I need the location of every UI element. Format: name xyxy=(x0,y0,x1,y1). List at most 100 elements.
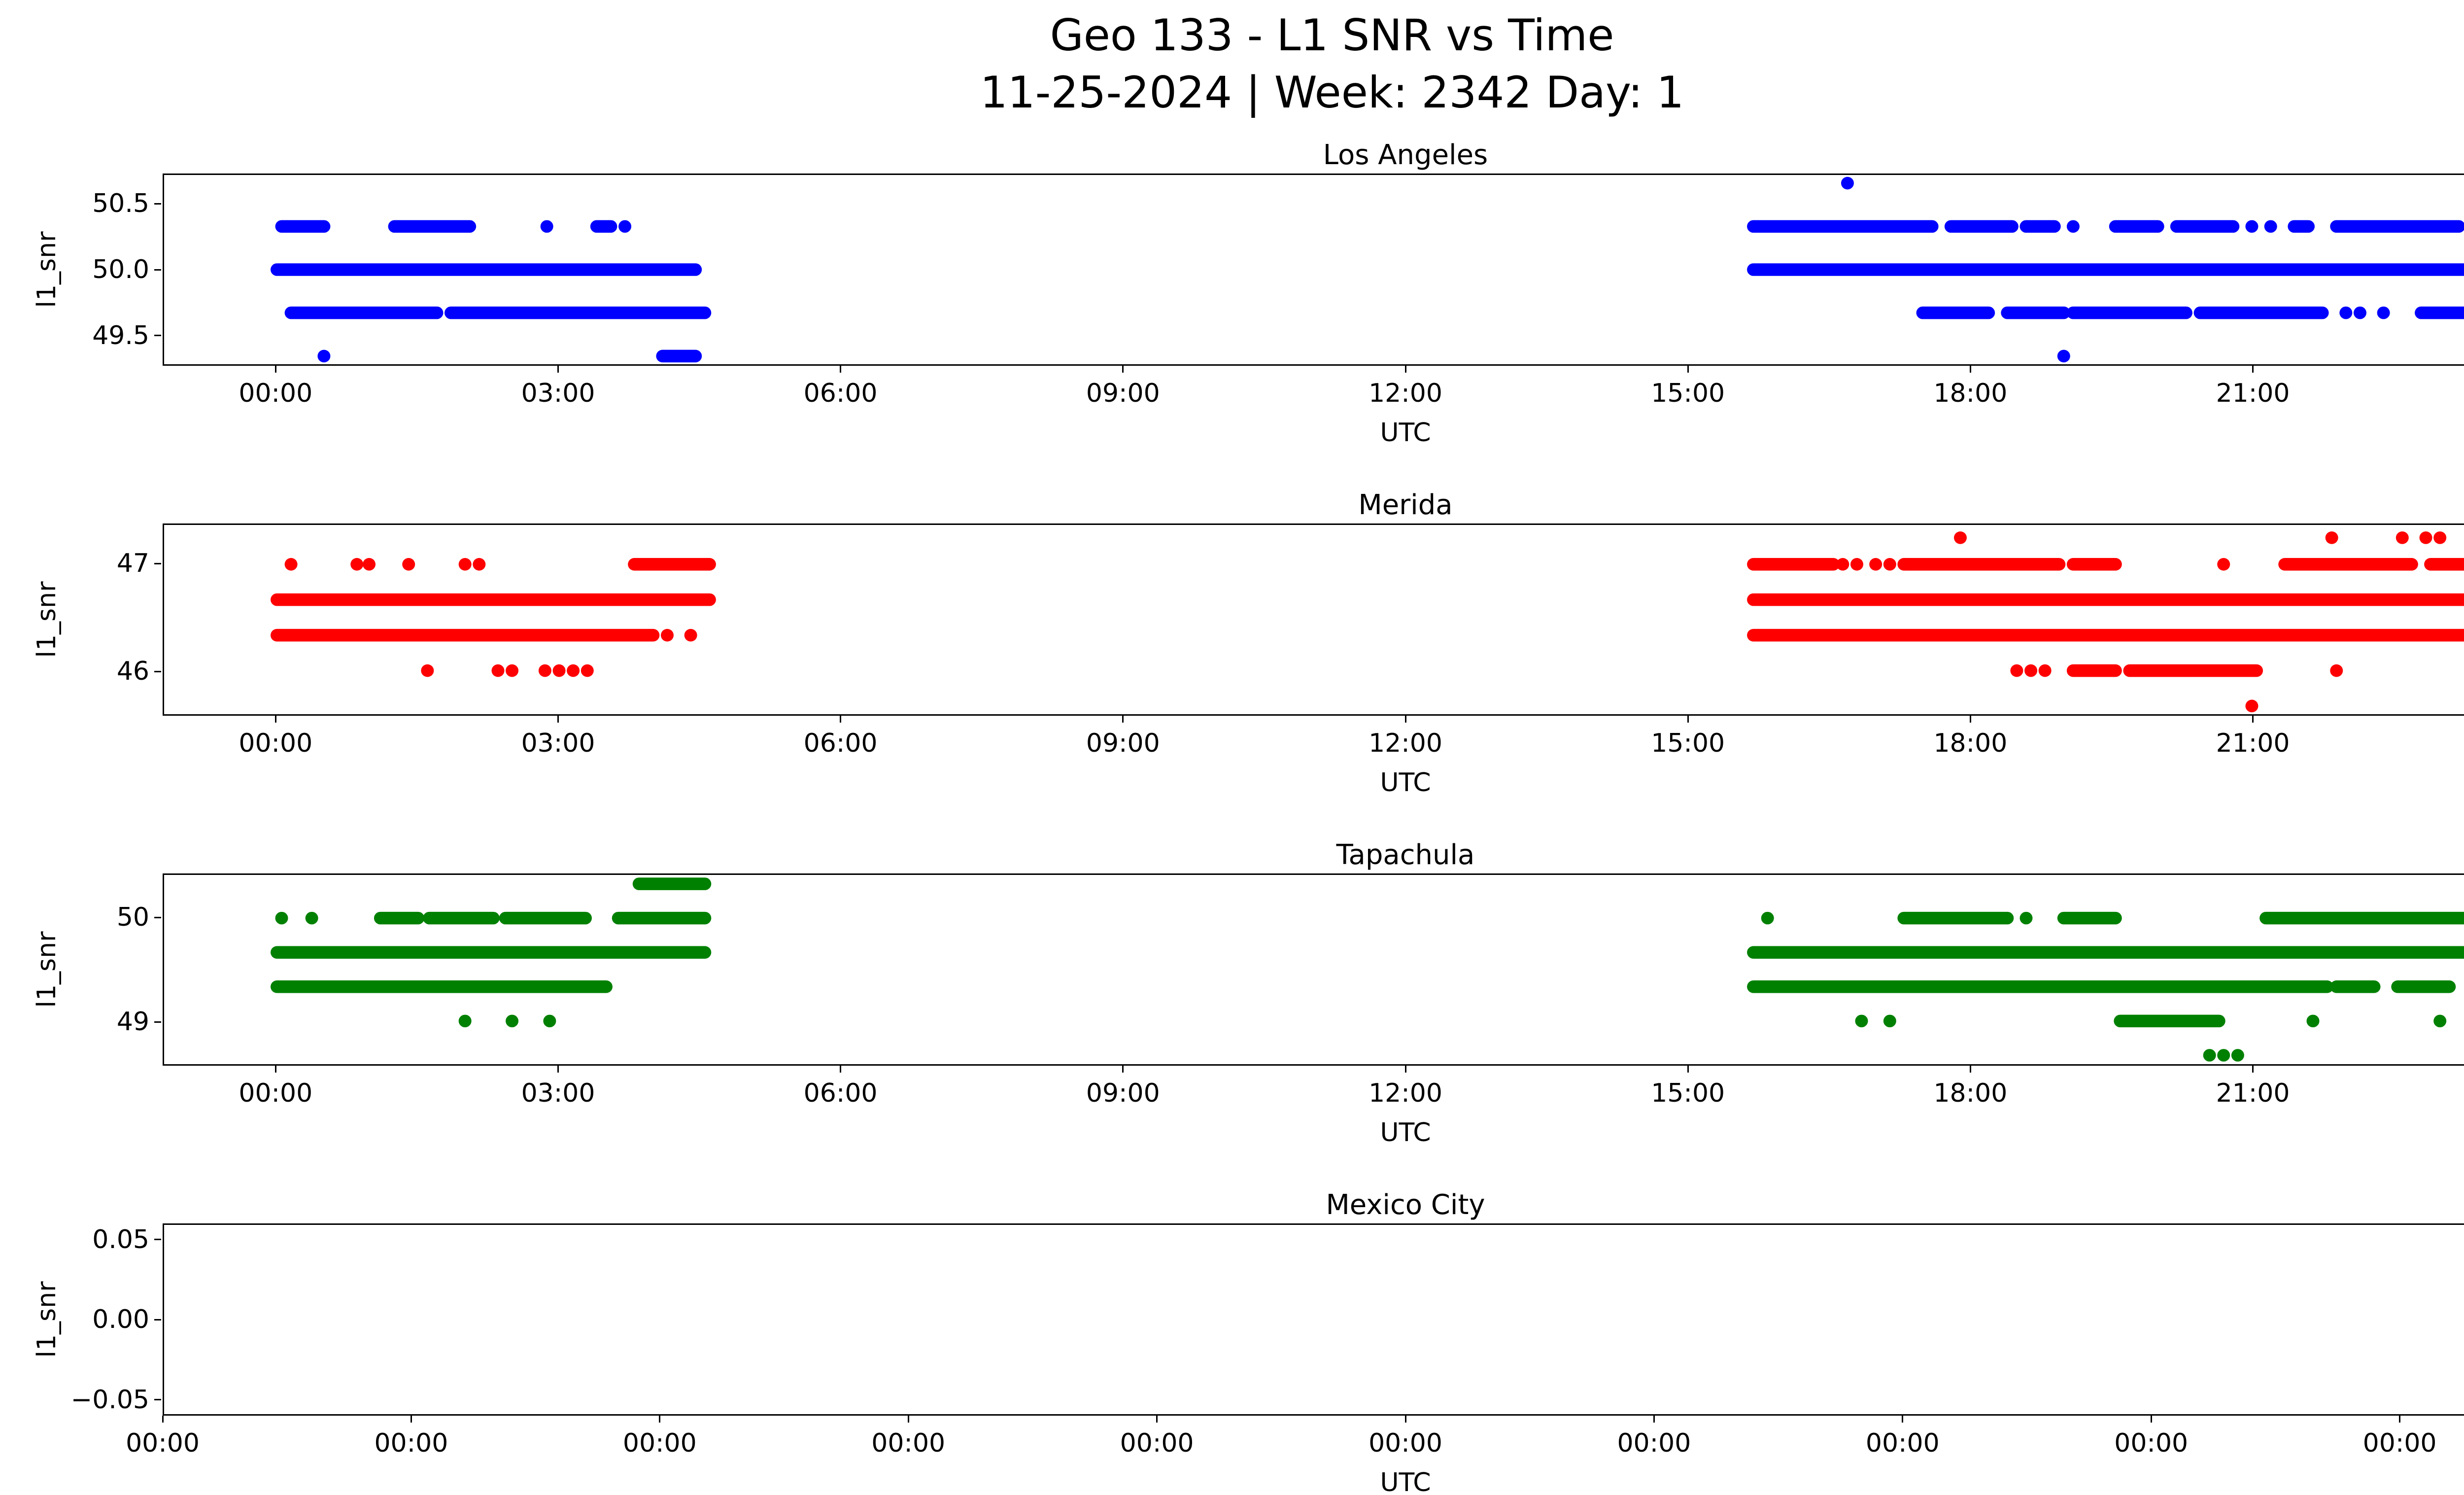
x-tick-label: 00:00 xyxy=(374,1428,448,1458)
x-tick-mark xyxy=(659,1416,661,1423)
y-tick-label: 46 xyxy=(116,657,149,687)
x-tick-mark xyxy=(274,716,276,723)
scatter-plot xyxy=(271,176,2464,363)
subplot-mexico-city: Mexico City l1_snr 00:00 00:00 00:00 00:00 0… xyxy=(0,1189,2464,1495)
x-tick-mark xyxy=(1404,1416,1406,1423)
subplot-merida: Merida l1_snr 00:00 03:00 06:00 09:00 12:00 1… xyxy=(0,489,2464,839)
y-tick-mark xyxy=(154,1319,161,1321)
plot-area xyxy=(163,1223,2464,1416)
x-tick-label: 09:00 xyxy=(1086,379,1160,408)
x-tick-label: 06:00 xyxy=(803,379,878,408)
x-axis-label: UTC xyxy=(1380,1118,1431,1147)
x-tick-label: 06:00 xyxy=(803,1078,878,1108)
x-tick-label: 00:00 xyxy=(2362,1428,2437,1458)
x-tick-label: 03:00 xyxy=(521,1078,595,1108)
figure-title-line1: Geo 133 - L1 SNR vs Time xyxy=(1050,10,1614,61)
y-tick-mark xyxy=(154,916,161,918)
plot-area xyxy=(163,174,2464,366)
x-tick-mark xyxy=(1404,366,1406,373)
plot-area xyxy=(163,873,2464,1066)
scatter-plot xyxy=(271,531,2464,713)
x-tick-label: 03:00 xyxy=(521,729,595,758)
x-tick-label: 18:00 xyxy=(1933,729,2008,758)
x-tick-label: 00:00 xyxy=(239,729,313,758)
x-tick-label: 15:00 xyxy=(1651,1078,1725,1108)
x-tick-label: 09:00 xyxy=(1086,729,1160,758)
x-tick-mark xyxy=(1902,1416,1904,1423)
x-tick-mark xyxy=(2252,1066,2254,1073)
x-tick-label: 15:00 xyxy=(1651,379,1725,408)
x-tick-label: 00:00 xyxy=(1369,1428,1442,1458)
y-axis-label: l1_snr xyxy=(32,1281,62,1358)
x-tick-label: 21:00 xyxy=(2216,729,2290,758)
subplot-title: Tapachula xyxy=(1336,839,1475,871)
subplot-title: Merida xyxy=(1358,489,1453,521)
x-tick-label: 00:00 xyxy=(1120,1428,1194,1458)
x-tick-mark xyxy=(1404,716,1406,723)
x-tick-label: 00:00 xyxy=(1865,1428,1940,1458)
x-tick-label: 00:00 xyxy=(126,1428,200,1458)
x-tick-mark xyxy=(1969,716,1971,723)
x-tick-mark xyxy=(2150,1416,2152,1423)
y-tick-mark xyxy=(154,1399,161,1400)
y-tick-label: 50.5 xyxy=(92,189,149,219)
x-axis-label: UTC xyxy=(1380,768,1431,798)
x-tick-mark xyxy=(274,366,276,373)
figure-title-line2: 11-25-2024 | Week: 2342 Day: 1 xyxy=(980,67,1684,118)
y-tick-mark xyxy=(154,670,161,672)
x-tick-label: 00:00 xyxy=(622,1428,697,1458)
y-tick-mark xyxy=(154,562,161,564)
subplot-title: Los Angeles xyxy=(1323,139,1488,171)
y-axis-label: l1_snr xyxy=(32,231,62,308)
subplot-los-angeles: Los Angeles l1_snr 00:00 03:00 06:00 09:00 1… xyxy=(0,139,2464,489)
x-tick-mark xyxy=(840,716,842,723)
x-tick-label: 21:00 xyxy=(2216,1078,2290,1108)
scatter-plot xyxy=(271,877,2464,1062)
x-tick-label: 18:00 xyxy=(1933,1078,2008,1108)
y-tick-label: 47 xyxy=(116,549,149,579)
x-tick-mark xyxy=(1122,366,1124,373)
x-tick-label: 21:00 xyxy=(2216,379,2290,408)
x-tick-mark xyxy=(557,366,559,373)
x-tick-label: 00:00 xyxy=(239,1078,313,1108)
y-tick-label: 50 xyxy=(116,903,149,932)
x-tick-label: 12:00 xyxy=(1369,729,1442,758)
x-tick-mark xyxy=(1122,716,1124,723)
x-tick-label: 00:00 xyxy=(1617,1428,1691,1458)
x-tick-mark xyxy=(1653,1416,1655,1423)
y-tick-label: 49.5 xyxy=(92,320,149,350)
y-tick-mark xyxy=(154,1239,161,1240)
x-tick-mark xyxy=(1156,1416,1158,1423)
y-tick-label: 0.05 xyxy=(92,1224,149,1254)
y-tick-mark xyxy=(154,203,161,205)
x-axis-label: UTC xyxy=(1380,1468,1431,1495)
x-tick-label: 00:00 xyxy=(2114,1428,2189,1458)
x-tick-mark xyxy=(840,1066,842,1073)
x-tick-mark xyxy=(1969,366,1971,373)
y-tick-mark xyxy=(154,269,161,271)
x-tick-mark xyxy=(2252,716,2254,723)
subplot-tapachula: Tapachula l1_snr 00:00 03:00 06:00 09:00 12:… xyxy=(0,839,2464,1189)
x-tick-label: 12:00 xyxy=(1369,379,1442,408)
subplot-title: Mexico City xyxy=(1326,1189,1485,1221)
plot-area xyxy=(163,523,2464,716)
x-tick-label: 15:00 xyxy=(1651,729,1725,758)
x-tick-label: 03:00 xyxy=(521,379,595,408)
x-tick-mark xyxy=(274,1066,276,1073)
x-tick-mark xyxy=(410,1416,412,1423)
scatter-plot xyxy=(164,1225,2464,1414)
y-tick-label: −0.05 xyxy=(70,1385,149,1415)
x-tick-mark xyxy=(557,716,559,723)
x-tick-mark xyxy=(1687,716,1689,723)
y-tick-label: 50.0 xyxy=(92,255,149,284)
x-tick-mark xyxy=(1687,366,1689,373)
y-tick-label: 49 xyxy=(116,1007,149,1037)
figure-title: Geo 133 - L1 SNR vs Time 11-25-2024 | We… xyxy=(0,7,2464,121)
x-tick-label: 00:00 xyxy=(239,379,313,408)
x-tick-label: 12:00 xyxy=(1369,1078,1442,1108)
x-tick-mark xyxy=(1404,1066,1406,1073)
x-tick-mark xyxy=(1122,1066,1124,1073)
x-tick-mark xyxy=(1687,1066,1689,1073)
x-tick-label: 06:00 xyxy=(803,729,878,758)
y-axis-label: l1_snr xyxy=(32,581,62,658)
